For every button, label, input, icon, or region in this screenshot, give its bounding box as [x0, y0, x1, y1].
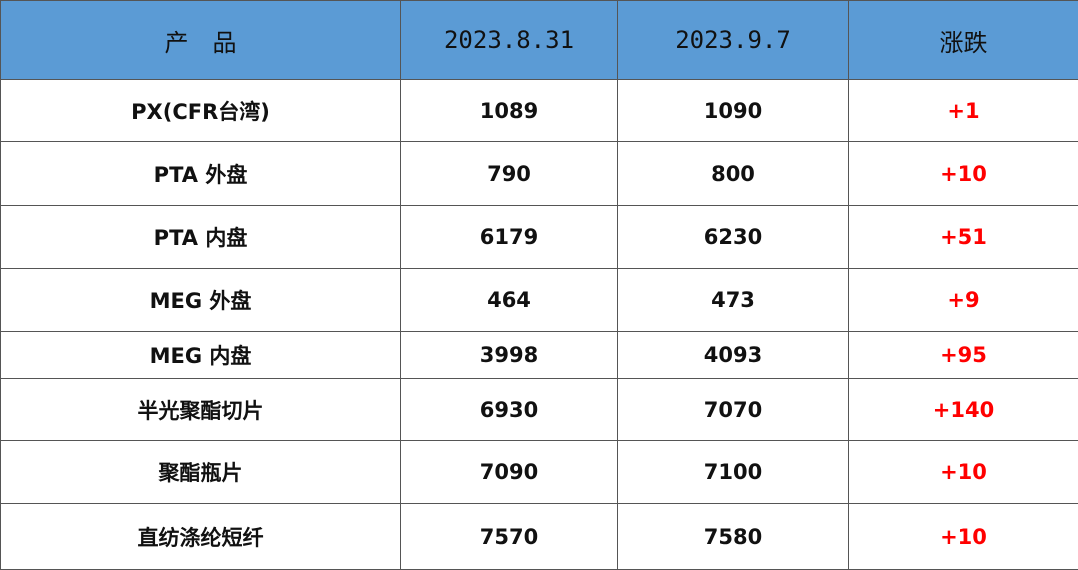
- change-cell: +10: [849, 504, 1078, 570]
- table-cell: 7570: [401, 504, 618, 570]
- table-cell: PX(CFR台湾): [1, 80, 401, 142]
- table-cell: 7100: [618, 441, 849, 504]
- table-cell: 半光聚酯切片: [1, 379, 401, 441]
- change-cell: +51: [849, 206, 1078, 269]
- header-cell: 产 品: [1, 1, 401, 80]
- table-cell: 7090: [401, 441, 618, 504]
- change-cell: +10: [849, 142, 1078, 206]
- table-cell: MEG 内盘: [1, 332, 401, 379]
- table-cell: 3998: [401, 332, 618, 379]
- table-cell: 473: [618, 269, 849, 332]
- table-cell: 7580: [618, 504, 849, 570]
- table-cell: 800: [618, 142, 849, 206]
- table-cell: 6930: [401, 379, 618, 441]
- change-cell: +10: [849, 441, 1078, 504]
- change-cell: +1: [849, 80, 1078, 142]
- table-cell: 1089: [401, 80, 618, 142]
- header-cell: 涨跌: [849, 1, 1078, 80]
- header-cell: 2023.8.31: [401, 1, 618, 80]
- change-cell: +95: [849, 332, 1078, 379]
- change-cell: +9: [849, 269, 1078, 332]
- change-cell: +140: [849, 379, 1078, 441]
- table-cell: MEG 外盘: [1, 269, 401, 332]
- table-cell: 7070: [618, 379, 849, 441]
- table-cell: 6230: [618, 206, 849, 269]
- table-cell: 直纺涤纶短纤: [1, 504, 401, 570]
- header-cell: 2023.9.7: [618, 1, 849, 80]
- table-cell: 4093: [618, 332, 849, 379]
- table-cell: 790: [401, 142, 618, 206]
- table-cell: 聚酯瓶片: [1, 441, 401, 504]
- table-cell: PTA 外盘: [1, 142, 401, 206]
- table-cell: 1090: [618, 80, 849, 142]
- table-cell: 464: [401, 269, 618, 332]
- table-cell: PTA 内盘: [1, 206, 401, 269]
- table-cell: 6179: [401, 206, 618, 269]
